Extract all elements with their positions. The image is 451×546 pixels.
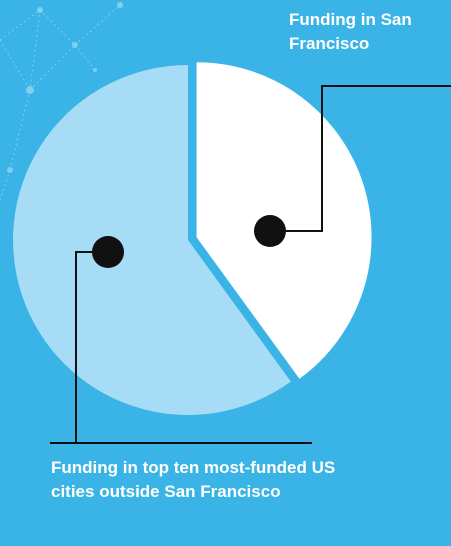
slice-label: Funding in San Francisco bbox=[289, 8, 449, 56]
page: Funding in San Francisco Funding in top … bbox=[0, 0, 451, 546]
callout-dot bbox=[254, 215, 286, 247]
callout-dot bbox=[92, 236, 124, 268]
slice-label: Funding in top ten most-funded US cities… bbox=[51, 456, 336, 504]
